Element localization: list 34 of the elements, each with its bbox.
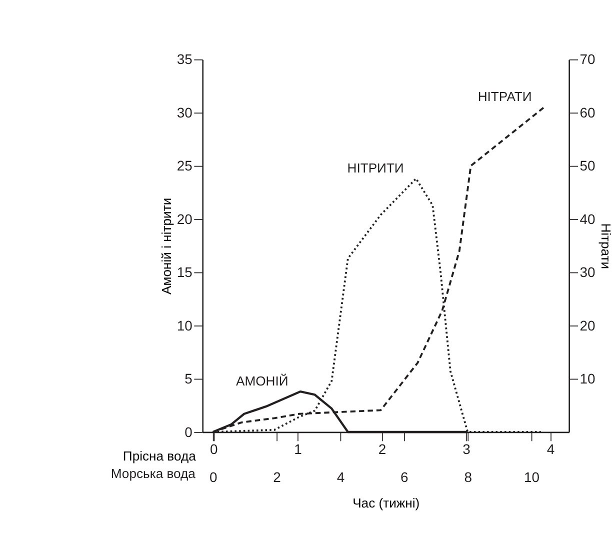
x-tick-label: 6: [400, 469, 409, 486]
y2-tick-label: 60: [580, 104, 596, 120]
x2-tick-label: 3: [462, 441, 471, 458]
x-axis-title: Час (тижні): [352, 495, 420, 510]
y2-tick-label: 10: [580, 370, 596, 387]
x2-tick-label: 1: [294, 441, 302, 458]
y-tick-label: 20: [176, 210, 193, 227]
x2-tick-label: 4: [546, 441, 555, 458]
x-tick-label: 2: [273, 469, 282, 486]
y-axis-title: Амоній і нітрити: [158, 198, 174, 294]
x-tick-label: 10: [524, 469, 540, 486]
x-tick-label: 4: [336, 469, 345, 486]
y-tick-label: 10: [176, 317, 193, 334]
text: Морська вода: [110, 466, 196, 482]
y2-tick-label: 70: [580, 51, 596, 68]
y-tick-label: 25: [176, 158, 193, 174]
x-tick-label: 0: [209, 469, 218, 486]
x-tick-label: 8: [464, 469, 472, 486]
y2-tick-label: 30: [580, 264, 596, 280]
y-tick-label: 35: [176, 51, 193, 68]
y2-tick-label: 40: [580, 210, 596, 227]
x2-tick-label: 2: [378, 441, 386, 458]
series-label: НІТРАТИ: [478, 89, 532, 104]
y2-tick-label: 50: [580, 158, 596, 174]
series-label: АМОНІЙ: [236, 373, 288, 388]
y2-tick-label: 20: [580, 317, 596, 334]
series-label: НІТРИТИ: [347, 160, 404, 176]
y-tick-label: 5: [184, 370, 193, 387]
y-tick-label: 30: [176, 104, 193, 120]
y2-axis-title: Нітрати: [598, 223, 614, 270]
x2-tick-label: 0: [210, 441, 218, 458]
y-tick-label: 15: [176, 264, 193, 280]
x2-axis-title: Прісна вода: [122, 448, 197, 464]
y-tick-label: 0: [184, 424, 193, 440]
